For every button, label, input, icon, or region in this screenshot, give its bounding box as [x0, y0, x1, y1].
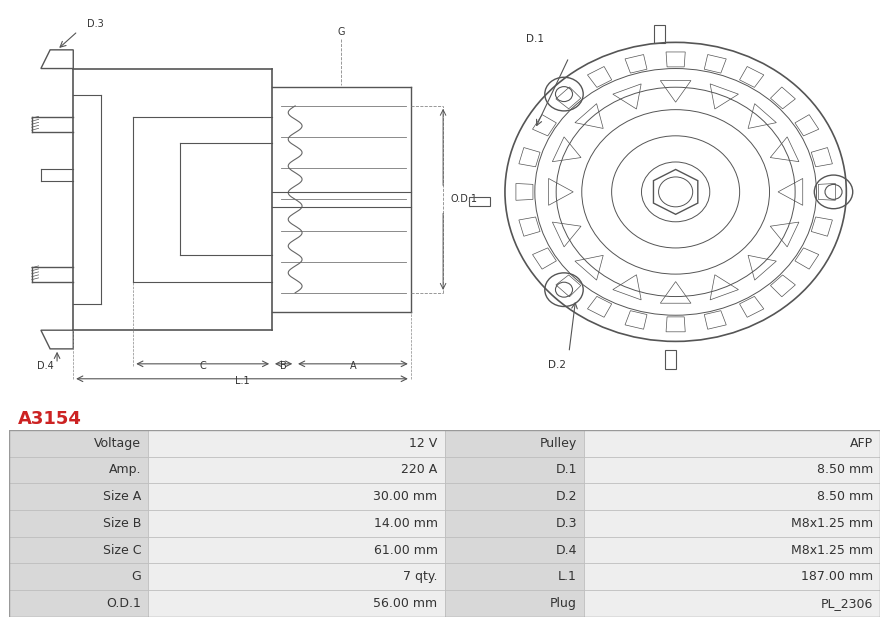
Bar: [9, 510, 148, 536]
Text: D.3: D.3: [87, 19, 104, 29]
Text: 7 qty.: 7 qty.: [403, 570, 437, 583]
Bar: [584, 483, 880, 510]
Text: L.1: L.1: [235, 376, 249, 386]
Text: Plug: Plug: [550, 597, 577, 610]
Text: C: C: [199, 361, 206, 371]
Text: 14.00 mm: 14.00 mm: [373, 517, 437, 530]
Bar: [148, 590, 444, 617]
Bar: [444, 510, 584, 536]
Bar: [444, 457, 584, 483]
Bar: [584, 590, 880, 617]
Bar: [584, 510, 880, 536]
Text: O.D.1: O.D.1: [107, 597, 141, 610]
Text: G: G: [132, 570, 141, 583]
Bar: [584, 430, 880, 457]
Bar: [9, 457, 148, 483]
Text: 56.00 mm: 56.00 mm: [373, 597, 437, 610]
Text: M8x1.25 mm: M8x1.25 mm: [791, 543, 873, 556]
Bar: [444, 430, 584, 457]
Text: D.2: D.2: [556, 490, 577, 503]
Text: 220 A: 220 A: [401, 464, 437, 477]
Text: D.3: D.3: [556, 517, 577, 530]
Bar: [9, 590, 148, 617]
Text: O.D.1: O.D.1: [450, 194, 477, 204]
Bar: [9, 563, 148, 590]
Text: D.4: D.4: [37, 361, 54, 371]
Bar: [444, 483, 584, 510]
Bar: [148, 457, 444, 483]
Bar: [469, 197, 490, 206]
Text: L.1: L.1: [558, 570, 577, 583]
Text: A3154: A3154: [18, 410, 82, 427]
Bar: [654, 25, 665, 44]
Text: Voltage: Voltage: [94, 437, 141, 450]
Text: Size A: Size A: [103, 490, 141, 503]
Text: D.2: D.2: [548, 359, 565, 369]
Bar: [584, 536, 880, 563]
Bar: [584, 457, 880, 483]
Text: 30.00 mm: 30.00 mm: [373, 490, 437, 503]
Text: D.4: D.4: [556, 543, 577, 556]
Bar: [584, 563, 880, 590]
Text: 8.50 mm: 8.50 mm: [817, 490, 873, 503]
Bar: [9, 430, 148, 457]
Bar: [444, 590, 584, 617]
Bar: [148, 536, 444, 563]
Text: 8.50 mm: 8.50 mm: [817, 464, 873, 477]
Bar: [444, 536, 584, 563]
Bar: [444, 563, 584, 590]
Text: 187.00 mm: 187.00 mm: [801, 570, 873, 583]
Text: D.1: D.1: [526, 34, 544, 44]
Text: Size C: Size C: [103, 543, 141, 556]
Text: A: A: [349, 361, 356, 371]
Text: Pulley: Pulley: [540, 437, 577, 450]
Text: 12 V: 12 V: [409, 437, 437, 450]
Bar: [148, 563, 444, 590]
Text: 61.00 mm: 61.00 mm: [373, 543, 437, 556]
Bar: [148, 483, 444, 510]
Bar: [9, 536, 148, 563]
Text: B: B: [280, 361, 287, 371]
Text: G: G: [338, 27, 345, 37]
Text: D.1: D.1: [556, 464, 577, 477]
Bar: [148, 510, 444, 536]
Bar: [9, 483, 148, 510]
Text: Size B: Size B: [103, 517, 141, 530]
Text: AFP: AFP: [850, 437, 873, 450]
Text: M8x1.25 mm: M8x1.25 mm: [791, 517, 873, 530]
Bar: [665, 350, 676, 368]
Bar: [148, 430, 444, 457]
Text: Amp.: Amp.: [108, 464, 141, 477]
Text: PL_2306: PL_2306: [821, 597, 873, 610]
